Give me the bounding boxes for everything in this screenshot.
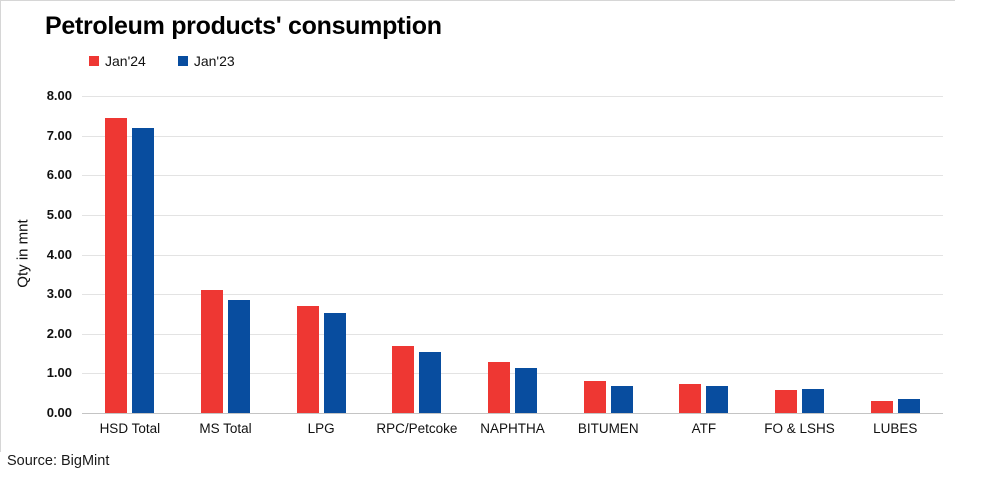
plot-area: HSD Total MS Total LPG RPC/Petcoke NAPHTHA BI… bbox=[82, 96, 943, 436]
y-tick-2.00: 2.00 bbox=[46, 325, 72, 341]
gridline bbox=[82, 254, 943, 256]
y-tick-3.00: 3.00 bbox=[46, 286, 72, 302]
x-label-lubes: LUBES bbox=[873, 421, 918, 436]
y-tick-1.00: 1.00 bbox=[46, 365, 72, 381]
legend-label-jan24: Jan'24 bbox=[105, 53, 146, 69]
bar-jan-24-atf bbox=[679, 384, 702, 413]
gridline bbox=[82, 294, 943, 296]
bar-jan-23-fo-lshs bbox=[802, 388, 825, 413]
bar-groups: HSD Total MS Total LPG RPC/Petcoke NAPHTHA BI… bbox=[82, 96, 943, 436]
y-tick-8.00: 8.00 bbox=[46, 88, 72, 103]
x-label-hsd-total: HSD Total bbox=[99, 421, 161, 436]
bar-jan-23-rpc-petcoke bbox=[419, 352, 442, 413]
bar-group-naphtha: NAPHTHA bbox=[465, 96, 561, 436]
legend-swatch-jan23 bbox=[177, 56, 188, 66]
y-tick-4.00: 4.00 bbox=[46, 246, 72, 262]
bar-group-atf: ATF bbox=[656, 96, 752, 436]
gridline bbox=[82, 135, 943, 137]
x-label-bitumen: BITUMEN bbox=[577, 421, 639, 436]
gridline bbox=[82, 214, 943, 216]
bar-jan-24-lubes bbox=[870, 400, 893, 413]
bar-jan-23-bitumen bbox=[610, 386, 633, 413]
y-tick-5.00: 5.00 bbox=[46, 206, 72, 222]
legend-item-jan24: Jan'24 bbox=[89, 53, 146, 69]
legend: Jan'24 Jan'23 bbox=[89, 53, 235, 69]
bar-group-bitumen: BITUMEN bbox=[560, 96, 656, 436]
bar-group-hsd-total: HSD Total bbox=[82, 96, 178, 436]
bar-group-fo-lshs: FO & LSHS bbox=[752, 96, 848, 436]
bar-jan-24-bitumen bbox=[583, 381, 606, 413]
bar-jan-24-hsd-total bbox=[105, 117, 128, 413]
x-label-atf: ATF bbox=[691, 421, 717, 436]
gridline bbox=[82, 333, 943, 335]
y-tick-6.00: 6.00 bbox=[46, 167, 72, 183]
bar-group-lpg: LPG bbox=[273, 96, 369, 436]
legend-item-jan23: Jan'23 bbox=[177, 53, 235, 69]
x-label-naphtha: NAPHTHA bbox=[480, 421, 545, 436]
source-note: Source: BigMint bbox=[7, 453, 110, 469]
gridline bbox=[82, 373, 943, 375]
bar-jan-23-lpg bbox=[323, 313, 346, 413]
bar-jan-23-naphtha bbox=[515, 367, 538, 413]
y-axis-ticks: 8.00 7.00 6.00 5.00 4.00 3.00 2.00 1.00 0.00 bbox=[0, 88, 72, 420]
bar-jan-23-ms-total bbox=[228, 300, 250, 413]
container-border-top bbox=[0, 0, 955, 1]
x-axis-line bbox=[82, 413, 943, 414]
bar-jan-23-hsd-total bbox=[132, 127, 155, 413]
gridline bbox=[82, 96, 943, 97]
bar-jan-24-ms-total bbox=[201, 290, 223, 413]
bar-group-rpc-petcoke: RPC/Petcoke bbox=[369, 96, 465, 436]
bar-jan-24-lpg bbox=[296, 306, 319, 413]
bar-jan-23-atf bbox=[706, 386, 729, 413]
bar-jan-24-rpc-petcoke bbox=[392, 346, 415, 413]
legend-swatch-jan24 bbox=[89, 56, 99, 66]
x-label-rpc-petcoke: RPC/Petcoke bbox=[376, 421, 458, 436]
bar-jan-24-naphtha bbox=[488, 361, 511, 413]
x-label-fo-lshs: FO & LSHS bbox=[764, 421, 835, 436]
bar-group-lubes: LUBES bbox=[847, 96, 943, 436]
container-border-left bbox=[0, 0, 1, 452]
gridline bbox=[82, 175, 943, 177]
x-label-lpg: LPG bbox=[307, 421, 335, 436]
y-tick-7.00: 7.00 bbox=[46, 127, 72, 143]
y-tick-0.00: 0.00 bbox=[46, 405, 72, 420]
legend-label-jan23: Jan'23 bbox=[193, 53, 235, 69]
bar-jan-23-lubes bbox=[897, 399, 920, 413]
bar-jan-24-fo-lshs bbox=[775, 390, 798, 413]
bar-group-ms-total: MS Total bbox=[178, 96, 274, 436]
chart-title: Petroleum products' consumption bbox=[45, 12, 442, 40]
x-label-ms-total: MS Total bbox=[199, 421, 252, 436]
